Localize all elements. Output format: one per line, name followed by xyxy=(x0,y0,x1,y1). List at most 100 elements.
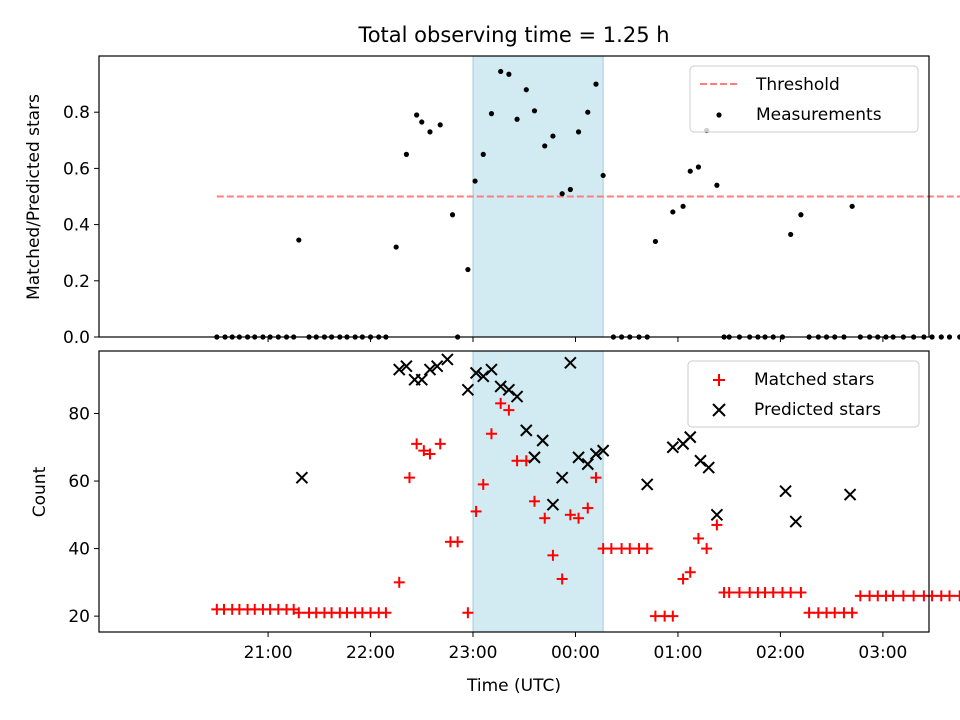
matched-star-point xyxy=(485,428,497,440)
bottom-plot-frame xyxy=(98,350,930,633)
predicted-star-point xyxy=(702,461,715,474)
bottom-legend-box xyxy=(687,360,920,428)
matched-star-point xyxy=(846,607,858,619)
matched-star-point xyxy=(393,576,405,588)
measurement-point xyxy=(593,81,599,87)
predicted-star-point xyxy=(469,366,483,380)
measurement-point xyxy=(575,129,582,135)
matched-star-point xyxy=(495,397,507,409)
measurement-point xyxy=(798,212,804,218)
chart-title: Total observing time = 1.25 h xyxy=(357,23,669,47)
measurement-markers xyxy=(214,68,960,340)
measurement-point xyxy=(437,122,443,128)
predicted-star-point xyxy=(641,478,654,491)
predicted-star-point xyxy=(555,471,569,484)
top-y-tick-label: 0.0 xyxy=(63,328,90,348)
bottom-x-ticks: 21:00 22:00 23:00 00:00 01:00 02:00 03:00 xyxy=(244,632,907,663)
bottom-y-tick-label: 80 xyxy=(68,404,90,424)
matched-star-point xyxy=(605,543,617,555)
matched-star-point xyxy=(477,478,489,490)
measurement-point xyxy=(523,87,529,93)
bottom-panel: 20 40 60 80 21:00 22:00 23:00 00:00 01:00 02:00 0… xyxy=(30,350,960,696)
top-legend-box xyxy=(689,65,919,133)
top-plot-frame xyxy=(98,55,930,338)
matched-star-point xyxy=(582,502,594,514)
matched-star-point xyxy=(418,445,430,457)
measurement-point xyxy=(957,334,960,340)
predicted-star-point xyxy=(520,424,533,437)
legend-measurements-label: Measurements xyxy=(756,105,882,125)
x-tick-label: 23:00 xyxy=(449,643,498,663)
predicted-star-point xyxy=(694,454,707,467)
matched-star-point xyxy=(590,472,602,484)
top-y-axis-label: Matched/Predicted stars xyxy=(24,94,44,300)
matched-star-point xyxy=(403,472,415,484)
x-tick-label: 03:00 xyxy=(858,643,907,663)
predicted-star-point xyxy=(423,363,437,376)
matched-star-point xyxy=(547,549,559,561)
matched-stars-markers xyxy=(211,397,960,622)
matched-star-point xyxy=(767,586,779,598)
measurement-point xyxy=(296,237,302,243)
predicted-star-point xyxy=(572,451,585,464)
measurement-point xyxy=(506,71,512,77)
matched-star-point xyxy=(556,573,568,585)
matched-star-point xyxy=(677,573,689,585)
matched-star-point xyxy=(803,607,815,619)
top-y-ticks: 0.0 0.2 0.4 0.6 0.8 xyxy=(63,103,99,348)
measurement-point xyxy=(652,238,659,245)
matched-star-point xyxy=(854,590,866,602)
predicted-star-point xyxy=(485,363,498,376)
x-tick-label: 00:00 xyxy=(551,643,600,663)
matched-star-point xyxy=(943,590,955,602)
matched-star-point xyxy=(564,509,576,521)
top-y-tick-label: 0.8 xyxy=(63,103,90,123)
matched-star-point xyxy=(795,586,807,598)
measurement-point xyxy=(498,68,504,75)
matched-star-point xyxy=(511,455,523,467)
matched-star-point xyxy=(692,532,704,544)
predicted-star-point xyxy=(546,498,560,511)
bottom-y-axis-label: Count xyxy=(30,466,50,517)
matched-star-point xyxy=(470,505,482,517)
matched-star-point xyxy=(723,586,735,598)
legend-matched-swatch xyxy=(713,374,725,386)
matched-star-point xyxy=(624,543,636,555)
bottom-y-tick-label: 20 xyxy=(68,607,90,627)
measurement-point xyxy=(449,212,456,218)
predicted-star-point xyxy=(295,471,309,484)
legend-matched-label: Matched stars xyxy=(754,370,874,390)
matched-star-point xyxy=(539,512,551,524)
measurement-point xyxy=(585,109,591,115)
matched-star-point xyxy=(503,404,515,416)
measurement-point xyxy=(680,203,686,209)
matched-star-point xyxy=(908,590,920,602)
matched-star-point xyxy=(733,586,745,598)
predicted-star-point xyxy=(528,451,541,464)
predicted-star-point xyxy=(684,430,697,444)
top-legend: Threshold Measurements xyxy=(689,65,919,133)
measurement-point xyxy=(414,112,420,118)
x-tick-label: 02:00 xyxy=(756,643,805,663)
measurement-point xyxy=(488,111,495,117)
measurement-point xyxy=(714,182,720,188)
matched-star-point xyxy=(462,607,474,619)
measurement-point xyxy=(393,244,399,250)
predicted-star-point xyxy=(564,356,577,370)
matched-star-point xyxy=(452,536,464,548)
measurement-point xyxy=(670,209,676,215)
top-y-tick-label: 0.2 xyxy=(63,272,90,292)
measurement-point xyxy=(849,203,855,209)
x-tick-label: 01:00 xyxy=(653,643,702,663)
matched-star-point xyxy=(573,512,585,524)
predicted-star-point xyxy=(779,484,792,498)
predicted-star-point xyxy=(502,383,516,397)
matched-star-point xyxy=(434,438,446,450)
measurement-point xyxy=(695,164,702,170)
x-tick-label: 22:00 xyxy=(346,643,395,663)
measurement-point xyxy=(687,168,693,174)
predicted-star-point xyxy=(400,359,413,373)
predicted-star-point xyxy=(589,447,603,461)
measurement-point xyxy=(514,116,520,122)
measurement-point xyxy=(929,334,935,340)
